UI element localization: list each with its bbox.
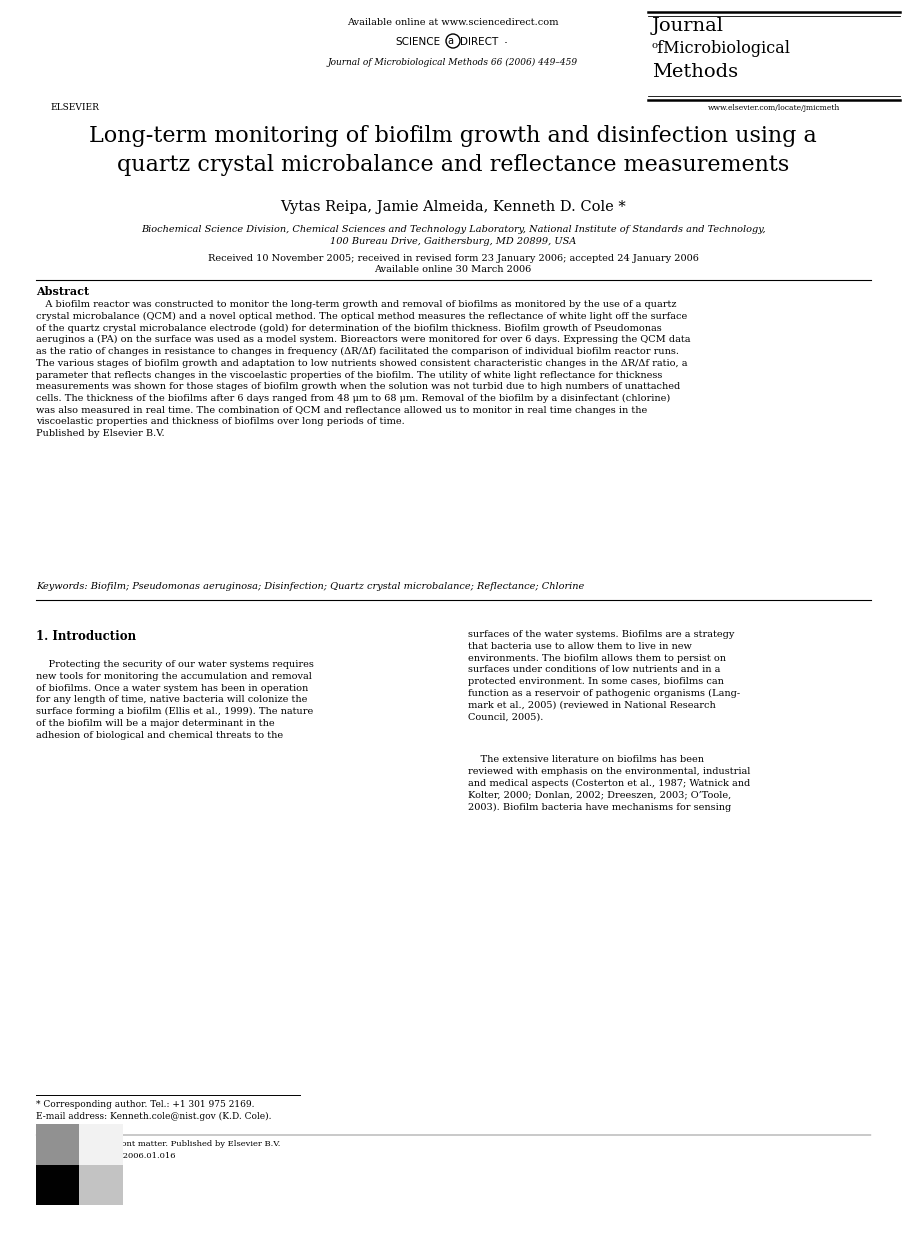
Text: ELSEVIER: ELSEVIER xyxy=(51,103,100,111)
Text: * Corresponding author. Tel.: +1 301 975 2169.: * Corresponding author. Tel.: +1 301 975… xyxy=(36,1101,255,1109)
Text: Vytas Reipa, Jamie Almeida, Kenneth D. Cole *: Vytas Reipa, Jamie Almeida, Kenneth D. C… xyxy=(280,201,626,214)
Text: DIRECT: DIRECT xyxy=(460,37,498,47)
Text: www.elsevier.com/locate/jmicmeth: www.elsevier.com/locate/jmicmeth xyxy=(707,104,840,111)
Text: The extensive literature on biofilms has been
reviewed with emphasis on the envi: The extensive literature on biofilms has… xyxy=(468,755,750,812)
Text: E-mail address: Kenneth.cole@nist.gov (K.D. Cole).: E-mail address: Kenneth.cole@nist.gov (K… xyxy=(36,1112,271,1122)
Text: ᵒfMicrobiological: ᵒfMicrobiological xyxy=(652,40,791,57)
Text: Journal: Journal xyxy=(652,17,724,35)
Text: Long-term monitoring of biofilm growth and disinfection using a
quartz crystal m: Long-term monitoring of biofilm growth a… xyxy=(89,125,817,176)
Text: Available online 30 March 2006: Available online 30 March 2006 xyxy=(375,265,532,274)
Text: Abstract: Abstract xyxy=(36,286,89,297)
Text: Received 10 November 2005; received in revised form 23 January 2006; accepted 24: Received 10 November 2005; received in r… xyxy=(208,254,698,262)
Text: a: a xyxy=(447,36,453,46)
Text: ·: · xyxy=(504,37,508,50)
Text: Available online at www.sciencedirect.com: Available online at www.sciencedirect.co… xyxy=(347,19,559,27)
Text: A biofilm reactor was constructed to monitor the long-term growth and removal of: A biofilm reactor was constructed to mon… xyxy=(36,300,690,438)
Text: Biochemical Science Division, Chemical Sciences and Technology Laboratory, Natio: Biochemical Science Division, Chemical S… xyxy=(141,225,766,234)
Text: Methods: Methods xyxy=(652,63,738,80)
Text: doi:10.1016/j.mimet.2006.01.016: doi:10.1016/j.mimet.2006.01.016 xyxy=(36,1153,177,1160)
Text: 1. Introduction: 1. Introduction xyxy=(36,630,136,643)
Text: 100 Bureau Drive, Gaithersburg, MD 20899, USA: 100 Bureau Drive, Gaithersburg, MD 20899… xyxy=(330,236,576,246)
Text: surfaces of the water systems. Biofilms are a strategy
that bacteria use to allo: surfaces of the water systems. Biofilms … xyxy=(468,630,740,722)
Text: Keywords: Biofilm; Pseudomonas aeruginosa; Disinfection; Quartz crystal microbal: Keywords: Biofilm; Pseudomonas aeruginos… xyxy=(36,582,584,591)
Text: SCIENCE: SCIENCE xyxy=(395,37,440,47)
Text: 0167-7012/$ - see front matter. Published by Elsevier B.V.: 0167-7012/$ - see front matter. Publishe… xyxy=(36,1140,280,1148)
Text: Protecting the security of our water systems requires
new tools for monitoring t: Protecting the security of our water sys… xyxy=(36,660,314,740)
Text: Journal of Microbiological Methods 66 (2006) 449–459: Journal of Microbiological Methods 66 (2… xyxy=(328,58,578,67)
